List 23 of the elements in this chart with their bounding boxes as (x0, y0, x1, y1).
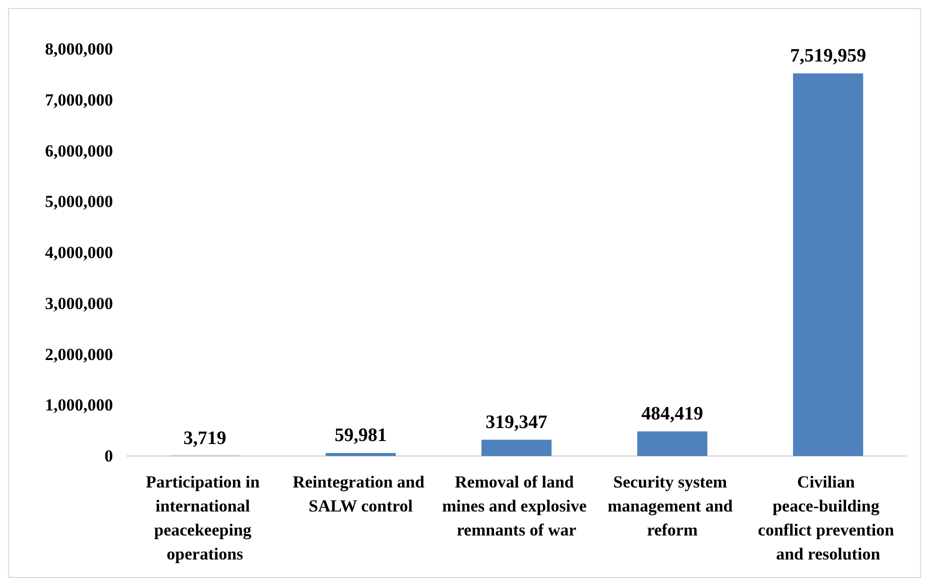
bar (637, 431, 708, 456)
y-tick-label: 5,000,000 (45, 192, 113, 212)
x-tick-label: Civilian peace-building conflict prevention and resolution (758, 472, 898, 564)
data-label: 3,719 (184, 428, 226, 449)
y-tick-label: 4,000,000 (45, 243, 113, 262)
x-tick-label: Removal of land mines and explosive remnants of war (442, 472, 591, 540)
data-label: 7,519,959 (790, 45, 866, 66)
y-tick-label: 3,000,000 (45, 294, 113, 313)
y-tick-label: 7,000,000 (45, 90, 113, 110)
x-tick-label: Reintegration and SALW control (292, 472, 429, 516)
bar (481, 440, 552, 456)
data-label: 319,347 (486, 412, 548, 433)
bar (793, 73, 864, 456)
y-tick-label: 8,000,000 (45, 40, 113, 58)
data-label: 59,981 (334, 424, 387, 446)
bar (326, 452, 396, 456)
y-tick-label: 2,000,000 (45, 344, 113, 364)
y-tick-label: 6,000,000 (45, 141, 113, 160)
x-tick-label: Security system management and reform (608, 472, 738, 540)
y-tick-label: 0 (104, 446, 113, 466)
x-tick-label: Participation in international peacekeeping operations (146, 472, 264, 564)
y-tick-label: 1,000,000 (45, 396, 113, 415)
data-label: 484,419 (641, 403, 704, 424)
